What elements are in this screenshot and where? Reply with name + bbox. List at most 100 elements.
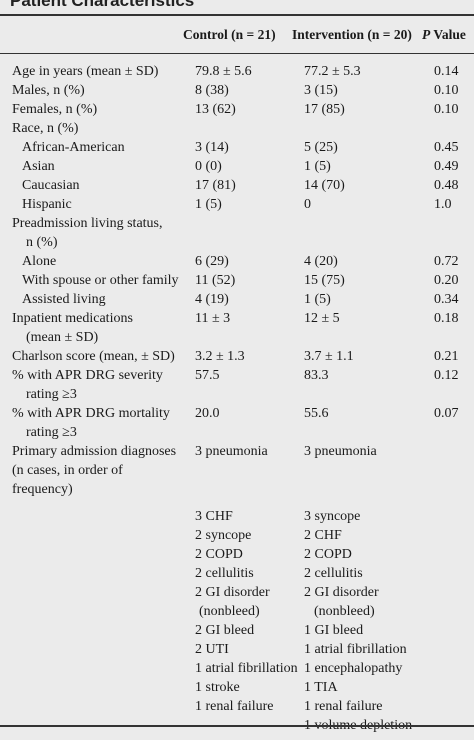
control-value: 17 (81) (195, 178, 236, 193)
row-label-text: % with APR DRG mortality (12, 406, 170, 421)
row-label-text: Assisted living (22, 292, 106, 307)
p-value: 0.72 (434, 254, 459, 269)
row-label-continuation: rating ≥3 (26, 387, 77, 402)
table-row: African-American 3 (14) 5 (25) 0.45 (0, 138, 474, 157)
diagnosis-row: 3 CHF 3 syncope (0, 507, 474, 526)
row-label: Race, n (%) (0, 119, 195, 138)
table-row: Inpatient medications (mean ± SD) 11 ± 3 12… (0, 309, 474, 347)
table-row: Hispanic 1 (5) 0 1.0 (0, 195, 474, 214)
control-value: 3.2 ± 1.3 (195, 349, 245, 364)
p-value: 1.0 (434, 197, 452, 212)
control-value: 11 (52) (195, 273, 236, 288)
row-label-text: Inpatient medications (12, 311, 133, 326)
p-value: 0.48 (434, 178, 459, 193)
diagnosis-row: 1 atrial fibrillation 1 encephalopathy (0, 659, 474, 678)
p-value (434, 507, 474, 526)
intervention-value: 3 pneumonia (304, 444, 377, 459)
characteristics-table: Age in years (mean ± SD) 79.8 ± 5.6 77.2 ±… (0, 62, 474, 735)
control-diagnosis: 3 CHF (195, 509, 233, 524)
header-pvalue: P Value (422, 27, 466, 43)
control-value: 11 ± 3 (195, 311, 231, 326)
diagnosis-row: 2 syncope 2 CHF (0, 526, 474, 545)
diagnosis-row: 2 cellulitis 2 cellulitis (0, 564, 474, 583)
p-value (434, 640, 474, 659)
intervention-value: 17 (85) (304, 102, 345, 117)
p-value (434, 621, 474, 640)
intervention-value (304, 214, 434, 252)
table-row: Caucasian 17 (81) 14 (70) 0.48 (0, 176, 474, 195)
row-label (0, 640, 195, 659)
intervention-diagnosis: 2 GI disorder (304, 585, 379, 600)
control-value: 13 (62) (195, 102, 236, 117)
row-label-continuation: (n cases, in order of (12, 463, 123, 478)
p-value: 0.20 (434, 273, 459, 288)
control-diagnosis: 2 UTI (195, 642, 229, 657)
control-value: 20.0 (195, 406, 220, 421)
row-label-text: With spouse or other family (22, 273, 179, 288)
row-label-text: Alone (22, 254, 57, 269)
p-value (434, 678, 474, 697)
control-diagnosis: 1 atrial fibrillation (195, 661, 298, 676)
row-label-text: Males, n (%) (12, 83, 85, 98)
p-value: 0.45 (434, 140, 459, 155)
row-label-text: Asian (22, 159, 55, 174)
p-value (434, 442, 474, 499)
intervention-value: 5 (25) (304, 140, 338, 155)
p-value: 0.49 (434, 159, 459, 174)
row-label-continuation: n (%) (26, 235, 58, 250)
row-label (0, 621, 195, 640)
row-label (0, 545, 195, 564)
intervention-diagnosis: 1 encephalopathy (304, 661, 403, 676)
control-value: 57.5 (195, 368, 220, 383)
row-label: With spouse or other family (0, 271, 195, 290)
diagnosis-row: 2 COPD 2 COPD (0, 545, 474, 564)
diagnosis-row: (nonbleed) (nonbleed) (0, 602, 474, 621)
row-label-text: Hispanic (22, 197, 72, 212)
row-label: Assisted living (0, 290, 195, 309)
row-label (0, 507, 195, 526)
intervention-value (304, 119, 434, 138)
row-label-continuation: frequency) (12, 482, 73, 497)
row-label: % with APR DRG severity rating ≥3 (0, 366, 195, 404)
control-diagnosis: (nonbleed) (199, 604, 260, 619)
row-label (0, 564, 195, 583)
intervention-value: 3 (15) (304, 83, 338, 98)
table-row: Age in years (mean ± SD) 79.8 ± 5.6 77.2 ±… (0, 62, 474, 81)
intervention-value: 1 (5) (304, 159, 331, 174)
header-pvalue-p: P (422, 27, 431, 42)
control-diagnosis: 1 renal failure (195, 699, 274, 714)
row-label-continuation: rating ≥3 (26, 425, 77, 440)
row-label-text: Preadmission living status, (12, 216, 163, 231)
row-label: % with APR DRG mortality rating ≥3 (0, 404, 195, 442)
row-label: Age in years (mean ± SD) (0, 62, 195, 81)
p-value: 0.10 (434, 102, 459, 117)
p-value (434, 583, 474, 602)
control-diagnosis: 2 GI bleed (195, 623, 255, 638)
intervention-value: 15 (75) (304, 273, 345, 288)
row-label-text: Race, n (%) (12, 121, 79, 136)
row-label: Alone (0, 252, 195, 271)
diagnosis-row: 2 UTI 1 atrial fibrillation (0, 640, 474, 659)
intervention-diagnosis: 1 TIA (304, 680, 338, 695)
intervention-value: 3.7 ± 1.1 (304, 349, 354, 364)
control-value: 8 (38) (195, 83, 229, 98)
header-rule (0, 53, 474, 54)
p-value (434, 564, 474, 583)
control-diagnosis: 2 COPD (195, 547, 243, 562)
row-label-text: Caucasian (22, 178, 80, 193)
header-intervention: Intervention (n = 20) (292, 27, 412, 42)
row-label-continuation: (mean ± SD) (26, 330, 99, 345)
intervention-value: 1 (5) (304, 292, 331, 307)
row-label-text: % with APR DRG severity (12, 368, 163, 383)
intervention-diagnosis: 2 COPD (304, 547, 352, 562)
table-row: Alone 6 (29) 4 (20) 0.72 (0, 252, 474, 271)
control-diagnosis: 1 stroke (195, 680, 240, 695)
intervention-diagnosis: 2 CHF (304, 528, 342, 543)
row-label: Caucasian (0, 176, 195, 195)
control-value: 79.8 ± 5.6 (195, 64, 252, 79)
control-value: 3 (14) (195, 140, 229, 155)
row-label: Hispanic (0, 195, 195, 214)
row-label (0, 602, 195, 621)
header-pvalue-rest: Value (430, 27, 466, 42)
control-diagnosis: 2 syncope (195, 528, 252, 543)
